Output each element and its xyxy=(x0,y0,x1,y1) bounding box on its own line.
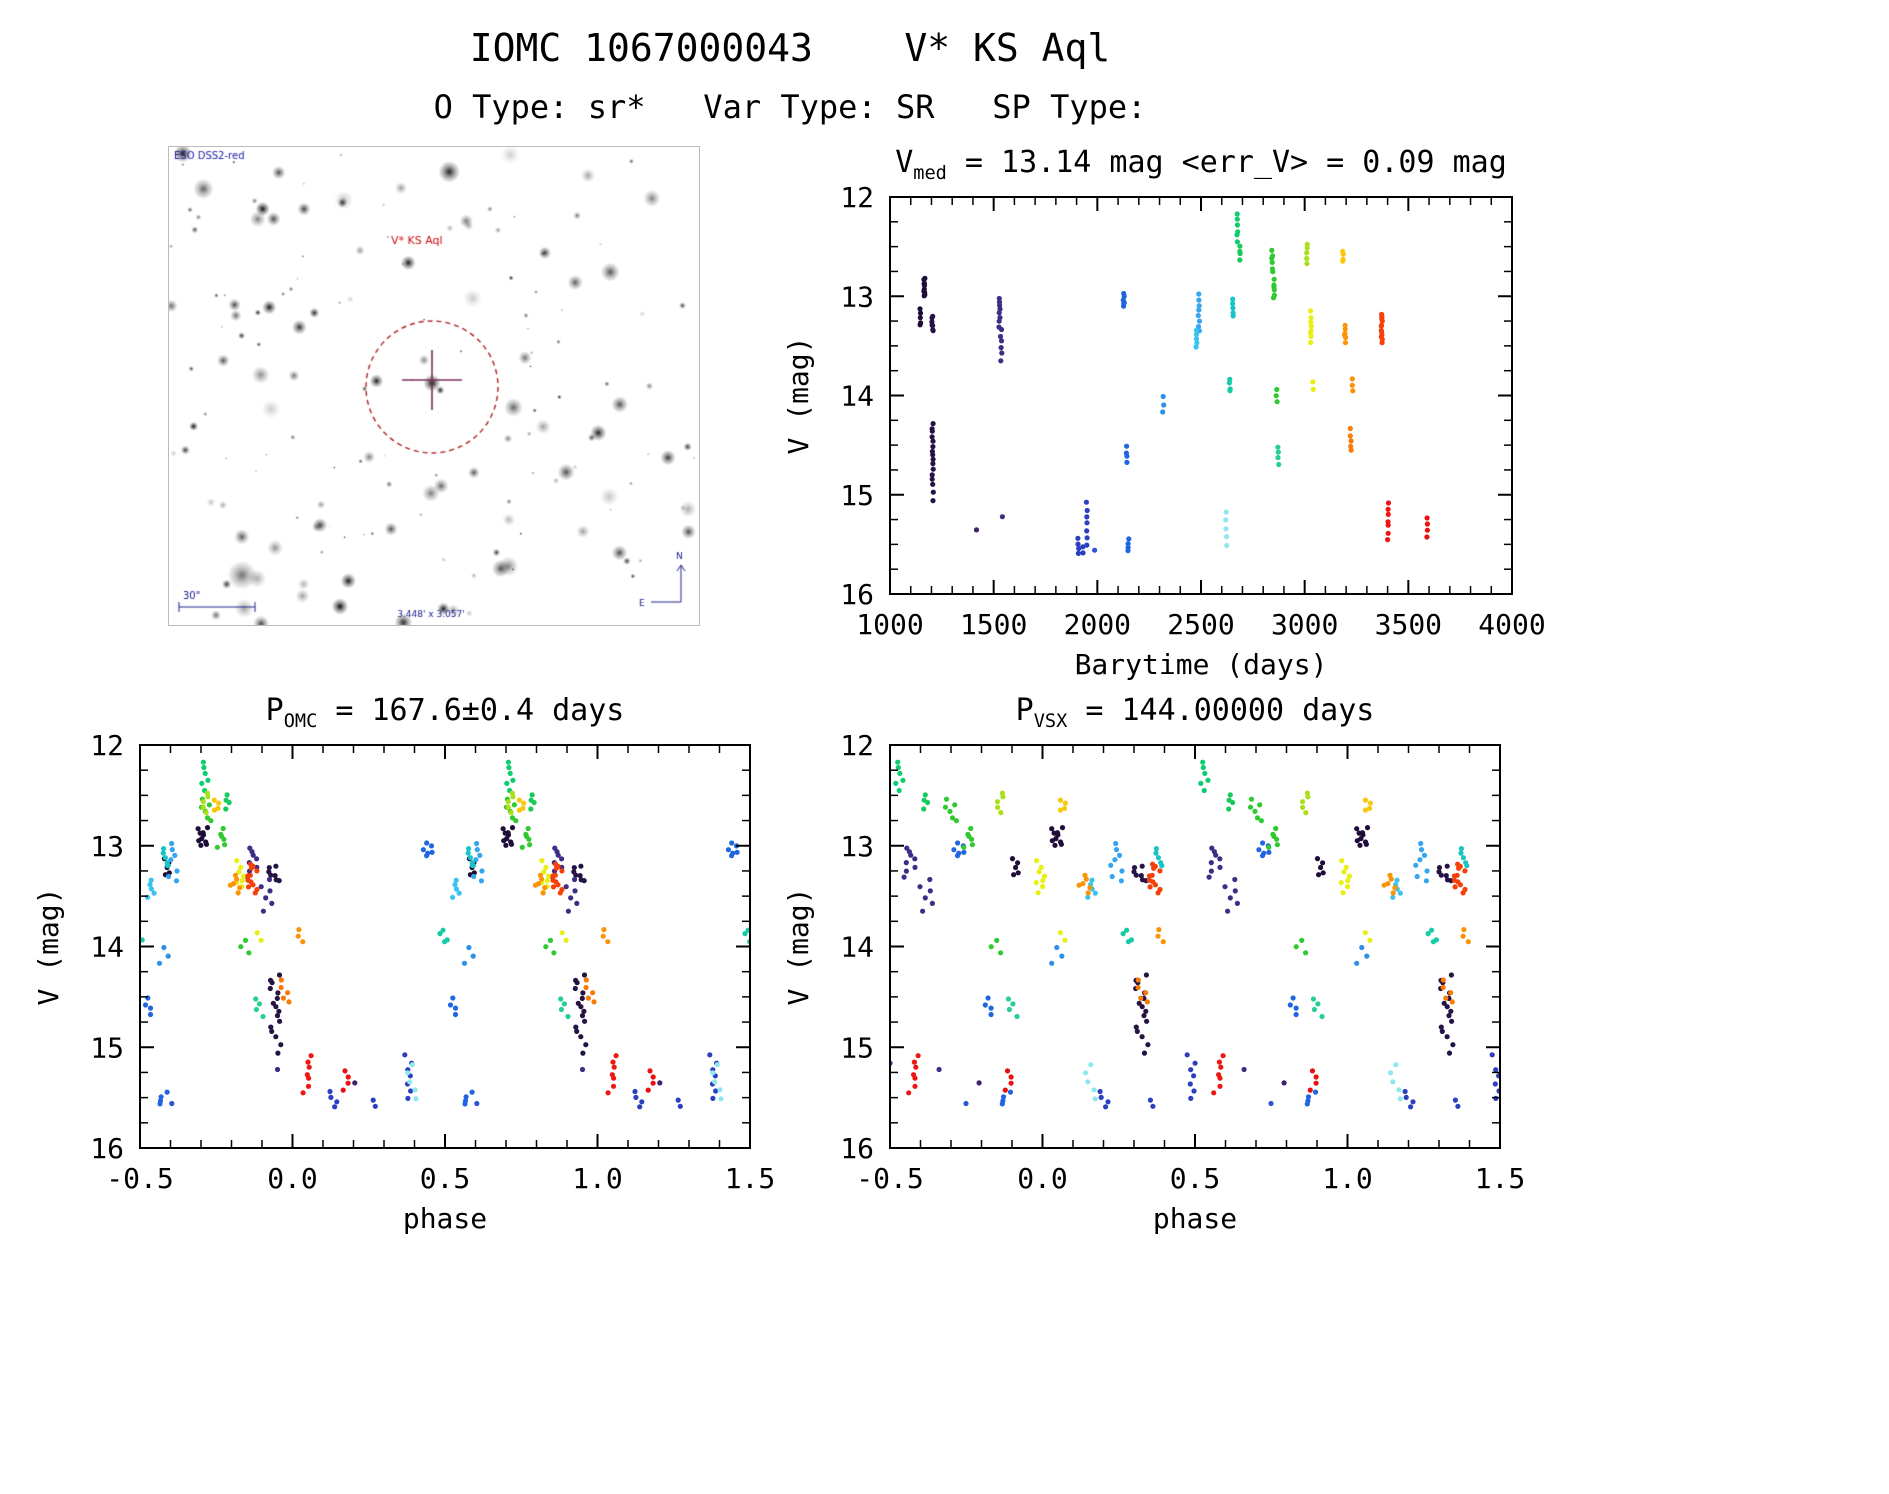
svg-text:2500: 2500 xyxy=(1167,608,1234,641)
phase-vsx-chart-title: PVSX = 144.00000 days xyxy=(845,688,1545,733)
svg-text:12: 12 xyxy=(90,733,124,762)
svg-text:13: 13 xyxy=(840,830,874,863)
svg-text:15: 15 xyxy=(840,479,874,512)
svg-text:14: 14 xyxy=(90,931,124,964)
svg-text:1.5: 1.5 xyxy=(725,1162,776,1195)
svg-text:12: 12 xyxy=(840,185,874,214)
svg-text:Barytime (days): Barytime (days) xyxy=(1075,648,1328,681)
phase-vsx-chart: PVSX = 144.00000 days -0.5 0.0 0.5 1.0 1.5 12… xyxy=(770,688,1570,1268)
title-rest: = 13.14 mag <err_V> = 0.09 mag xyxy=(946,145,1507,180)
svg-text:16: 16 xyxy=(90,1132,124,1165)
svg-text:13: 13 xyxy=(90,830,124,863)
svg-text:2000: 2000 xyxy=(1064,608,1131,641)
svg-text:V (mag): V (mag) xyxy=(782,336,815,454)
svg-text:1000: 1000 xyxy=(856,608,923,641)
svg-text:1500: 1500 xyxy=(960,608,1027,641)
svg-text:1.0: 1.0 xyxy=(1322,1162,1373,1195)
barytime-plot: 1000 1500 2000 2500 3000 3500 4000 12 13 14 15 16 Ba… xyxy=(782,185,1546,681)
svg-text:1.5: 1.5 xyxy=(1475,1162,1526,1195)
page-subtitle: O Type: sr* Var Type: SR SP Type: xyxy=(433,88,1147,126)
svg-text:13: 13 xyxy=(840,280,874,313)
svg-text:phase: phase xyxy=(1153,1202,1237,1235)
phase-omc-chart: POMC = 167.6±0.4 days -0.5 0.0 0.5 1.0 1.5 12… xyxy=(20,688,820,1268)
phase-omc-plot: -0.5 0.0 0.5 1.0 1.5 12 13 14 15 16 phase V (mag) xyxy=(32,733,776,1235)
svg-text:phase: phase xyxy=(403,1202,487,1235)
barytime-chart-title: Vmed = 13.14 mag <err_V> = 0.09 mag xyxy=(851,140,1551,185)
svg-text:0.5: 0.5 xyxy=(1170,1162,1221,1195)
svg-text:14: 14 xyxy=(840,380,874,413)
title-subscript: VSX xyxy=(1033,711,1068,732)
title-rest: = 167.6±0.4 days xyxy=(317,693,625,728)
phase-vsx-plot: -0.5 0.0 0.5 1.0 1.5 12 13 14 15 16 phase V (mag) xyxy=(782,733,1526,1235)
svg-text:4000: 4000 xyxy=(1478,608,1545,641)
svg-text:15: 15 xyxy=(90,1031,124,1064)
svg-text:3500: 3500 xyxy=(1375,608,1442,641)
svg-text:V (mag): V (mag) xyxy=(782,887,815,1005)
barytime-chart: Vmed = 13.14 mag <err_V> = 0.09 mag 1000… xyxy=(770,140,1560,730)
svg-text:14: 14 xyxy=(840,931,874,964)
svg-text:-0.5: -0.5 xyxy=(856,1162,923,1195)
phase-omc-chart-title: POMC = 167.6±0.4 days xyxy=(95,688,795,733)
title-subscript: OMC xyxy=(283,711,318,732)
title-subscript: med xyxy=(913,163,947,184)
svg-text:16: 16 xyxy=(840,578,874,611)
svg-text:V (mag): V (mag) xyxy=(32,887,65,1005)
svg-text:1.0: 1.0 xyxy=(572,1162,623,1195)
title-symbol: P xyxy=(265,693,284,728)
finder-chart xyxy=(168,146,700,626)
svg-text:3000: 3000 xyxy=(1271,608,1338,641)
title-symbol: P xyxy=(1015,693,1034,728)
svg-text:16: 16 xyxy=(840,1132,874,1165)
svg-text:15: 15 xyxy=(840,1031,874,1064)
svg-text:12: 12 xyxy=(840,733,874,762)
title-rest: = 144.00000 days xyxy=(1067,693,1375,728)
finder-chart-canvas xyxy=(168,146,700,626)
svg-text:0.0: 0.0 xyxy=(1017,1162,1068,1195)
svg-text:0.0: 0.0 xyxy=(267,1162,318,1195)
title-symbol: V xyxy=(895,145,914,180)
page-title: IOMC 1067000043 V* KS Aql xyxy=(469,26,1111,70)
svg-text:-0.5: -0.5 xyxy=(106,1162,173,1195)
svg-text:0.5: 0.5 xyxy=(420,1162,471,1195)
